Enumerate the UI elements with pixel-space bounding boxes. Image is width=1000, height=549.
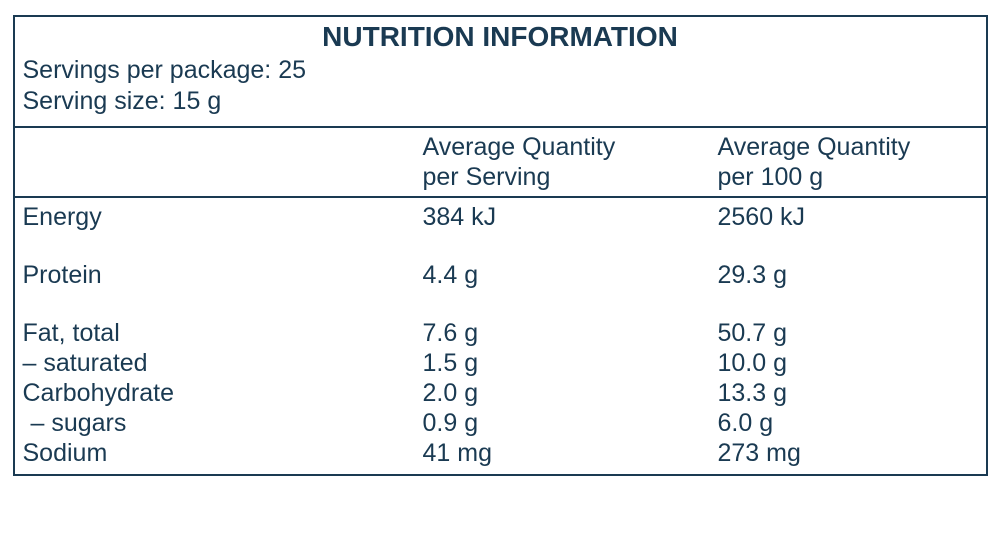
per-100g-value: 29.3 g (718, 260, 978, 290)
col3-line1: Average Quantity (718, 132, 978, 162)
col2-line1: Average Quantity (423, 132, 718, 162)
table-row: Protein 4.4 g 29.3 g (23, 260, 978, 290)
column-header-blank (23, 132, 423, 192)
per-serving-value: 4.4 g (423, 260, 718, 290)
table-row: Sodium 41 mg 273 mg (23, 438, 978, 468)
row-spacer (23, 232, 978, 260)
per-100g-value: 50.7 g (718, 318, 978, 348)
column-header-per-serving: Average Quantity per Serving (423, 132, 718, 192)
nutrient-label: – sugars (23, 408, 423, 438)
per-serving-value: 0.9 g (423, 408, 718, 438)
header-section: NUTRITION INFORMATION Servings per packa… (15, 17, 986, 128)
row-spacer (23, 290, 978, 318)
panel-title: NUTRITION INFORMATION (23, 21, 978, 53)
per-serving-value: 7.6 g (423, 318, 718, 348)
nutrient-label: Protein (23, 260, 423, 290)
serving-size: Serving size: 15 g (23, 86, 978, 117)
table-row: – sugars 0.9 g 6.0 g (23, 408, 978, 438)
per-100g-value: 6.0 g (718, 408, 978, 438)
per-100g-value: 13.3 g (718, 378, 978, 408)
per-100g-value: 2560 kJ (718, 202, 978, 232)
per-serving-value: 2.0 g (423, 378, 718, 408)
column-header-per-100g: Average Quantity per 100 g (718, 132, 978, 192)
table-row: Fat, total 7.6 g 50.7 g (23, 318, 978, 348)
column-headers: Average Quantity per Serving Average Qua… (15, 128, 986, 198)
table-row: Energy 384 kJ 2560 kJ (23, 202, 978, 232)
per-serving-value: 1.5 g (423, 348, 718, 378)
servings-per-package: Servings per package: 25 (23, 55, 978, 86)
per-serving-value: 384 kJ (423, 202, 718, 232)
nutrient-label: Energy (23, 202, 423, 232)
per-100g-value: 273 mg (718, 438, 978, 468)
nutrient-label: Carbohydrate (23, 378, 423, 408)
nutrient-label: Fat, total (23, 318, 423, 348)
per-100g-value: 10.0 g (718, 348, 978, 378)
per-serving-value: 41 mg (423, 438, 718, 468)
nutrient-label: – saturated (23, 348, 423, 378)
col2-line2: per Serving (423, 162, 718, 192)
data-section: Energy 384 kJ 2560 kJ Protein 4.4 g 29.3… (15, 198, 986, 474)
table-row: Carbohydrate 2.0 g 13.3 g (23, 378, 978, 408)
nutrition-panel: NUTRITION INFORMATION Servings per packa… (13, 15, 988, 476)
table-row: – saturated 1.5 g 10.0 g (23, 348, 978, 378)
nutrient-label: Sodium (23, 438, 423, 468)
col3-line2: per 100 g (718, 162, 978, 192)
